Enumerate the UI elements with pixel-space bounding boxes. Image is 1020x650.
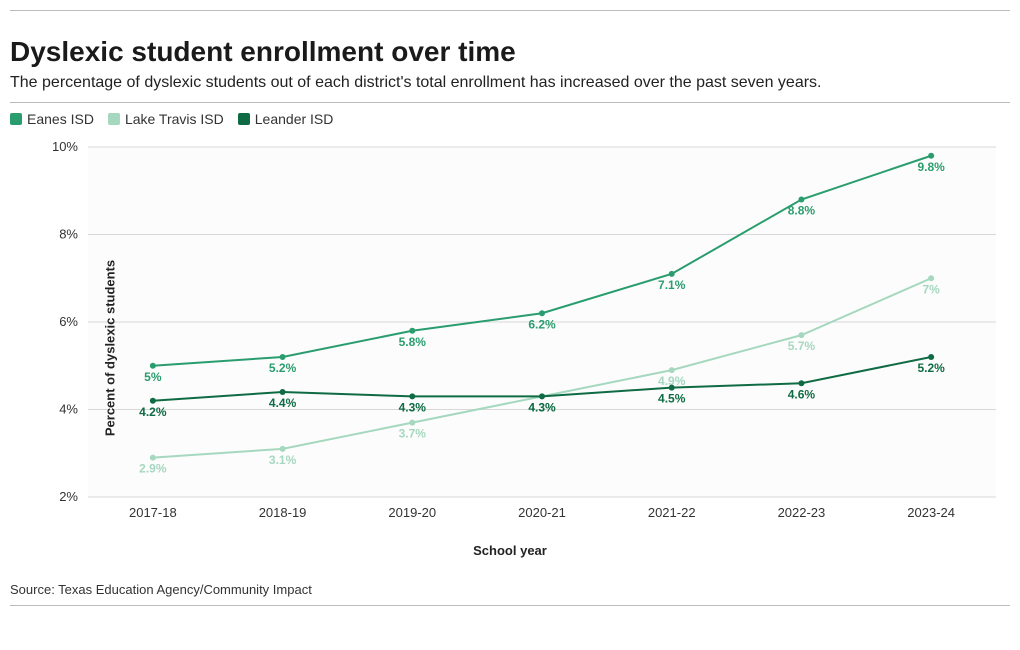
series-point xyxy=(798,197,804,203)
point-label: 5.2% xyxy=(917,361,945,375)
point-label: 3.1% xyxy=(269,453,297,467)
point-label: 5.7% xyxy=(788,339,816,353)
series-point xyxy=(280,389,286,395)
point-label: 4.2% xyxy=(139,405,167,419)
series-point xyxy=(798,380,804,386)
point-label: 5% xyxy=(144,370,162,384)
y-tick-label: 6% xyxy=(59,314,78,329)
point-label: 3.7% xyxy=(399,427,427,441)
legend-label: Eanes ISD xyxy=(27,111,94,127)
point-label: 7.1% xyxy=(658,278,686,292)
series-point xyxy=(669,385,675,391)
series-point xyxy=(928,354,934,360)
point-label: 4.4% xyxy=(269,396,297,410)
chart-title: Dyslexic student enrollment over time xyxy=(10,36,1010,68)
series-point xyxy=(928,275,934,281)
top-rule xyxy=(10,10,1010,11)
x-axis-title: School year xyxy=(10,543,1010,558)
y-axis-title: Percent of dyslexic students xyxy=(103,259,118,435)
point-label: 4.3% xyxy=(528,400,556,414)
x-tick-label: 2022-23 xyxy=(778,505,826,520)
legend-swatch xyxy=(108,113,120,125)
series-point xyxy=(539,393,545,399)
y-tick-label: 4% xyxy=(59,402,78,417)
series-point xyxy=(669,271,675,277)
point-label: 6.2% xyxy=(528,317,556,331)
series-point xyxy=(669,367,675,373)
series-point xyxy=(150,455,156,461)
series-point xyxy=(798,332,804,338)
source-text: Source: Texas Education Agency/Community… xyxy=(10,582,1010,597)
bottom-rule xyxy=(10,605,1010,606)
point-label: 4.6% xyxy=(788,387,816,401)
series-point xyxy=(409,328,415,334)
mid-rule xyxy=(10,102,1010,103)
legend-item: Lake Travis ISD xyxy=(108,111,224,127)
series-point xyxy=(539,310,545,316)
point-label: 4.3% xyxy=(399,400,427,414)
legend-swatch xyxy=(238,113,250,125)
point-label: 5.2% xyxy=(269,361,297,375)
y-tick-label: 10% xyxy=(52,139,78,154)
x-tick-label: 2017-18 xyxy=(129,505,177,520)
series-point xyxy=(409,420,415,426)
legend-item: Leander ISD xyxy=(238,111,334,127)
x-tick-label: 2020-21 xyxy=(518,505,566,520)
x-tick-label: 2023-24 xyxy=(907,505,955,520)
point-label: 8.8% xyxy=(788,204,816,218)
series-point xyxy=(280,354,286,360)
legend: Eanes ISD Lake Travis ISD Leander ISD xyxy=(10,111,1010,127)
legend-item: Eanes ISD xyxy=(10,111,94,127)
x-tick-label: 2018-19 xyxy=(259,505,307,520)
legend-label: Leander ISD xyxy=(255,111,334,127)
chart-area: Percent of dyslexic students 2% 4% 6% 8% 10%… xyxy=(10,137,1010,558)
point-label: 2.9% xyxy=(139,462,167,476)
line-chart-svg: 2% 4% 6% 8% 10% 2017-18 2018-19 2019-20 2020-21 2… xyxy=(10,137,1000,537)
legend-label: Lake Travis ISD xyxy=(125,111,224,127)
point-label: 5.8% xyxy=(399,335,427,349)
y-tick-label: 2% xyxy=(59,489,78,504)
x-tick-label: 2019-20 xyxy=(388,505,436,520)
chart-subtitle: The percentage of dyslexic students out … xyxy=(10,74,1010,92)
point-label: 4.5% xyxy=(658,392,686,406)
x-tick-label: 2021-22 xyxy=(648,505,696,520)
series-point xyxy=(280,446,286,452)
series-point xyxy=(409,393,415,399)
series-point xyxy=(928,153,934,159)
point-label: 7% xyxy=(922,282,940,296)
series-point xyxy=(150,363,156,369)
legend-swatch xyxy=(10,113,22,125)
chart-frame: Dyslexic student enrollment over time Th… xyxy=(0,0,1020,650)
point-label: 9.8% xyxy=(917,160,945,174)
series-point xyxy=(150,398,156,404)
y-tick-label: 8% xyxy=(59,227,78,242)
